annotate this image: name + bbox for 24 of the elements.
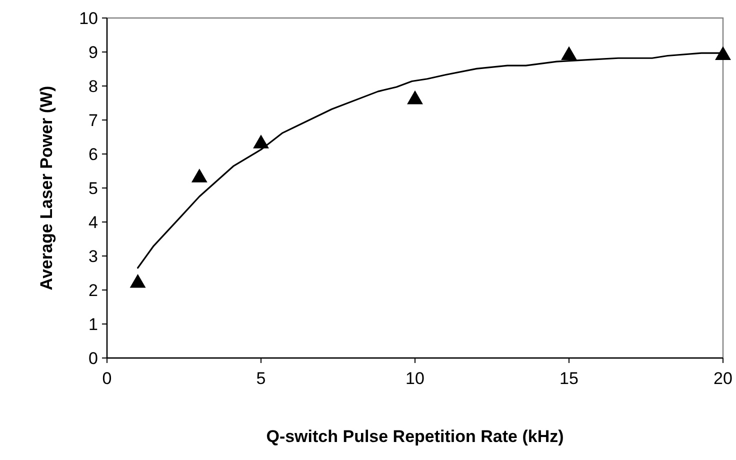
y-axis-title: Average Laser Power (W) [37, 86, 56, 290]
x-tick-label: 5 [256, 369, 266, 388]
point [715, 46, 731, 60]
x-tick-label: 0 [102, 369, 112, 388]
y-tick-label: 1 [88, 314, 98, 334]
point [561, 46, 577, 60]
point [407, 90, 423, 104]
x-tick-label: 10 [406, 369, 424, 388]
x-axis-title: Q-switch Pulse Repetition Rate (kHz) [266, 427, 564, 446]
y-tick-label: 7 [88, 110, 98, 130]
y-tick-label: 0 [88, 348, 98, 368]
x-tick-label: 20 [714, 369, 732, 388]
y-tick-label: 8 [88, 76, 98, 96]
y-tick-label: 9 [88, 42, 98, 62]
point [253, 134, 269, 148]
y-tick-label: 10 [79, 8, 98, 28]
x-tick-label: 15 [560, 369, 578, 388]
y-tick-label: 5 [88, 178, 98, 198]
y-tick-label: 2 [88, 280, 98, 300]
y-tick-label: 3 [88, 246, 98, 266]
y-tick-label: 4 [88, 212, 98, 232]
y-tick-label: 6 [88, 144, 98, 164]
point [191, 168, 208, 182]
point [130, 274, 146, 288]
